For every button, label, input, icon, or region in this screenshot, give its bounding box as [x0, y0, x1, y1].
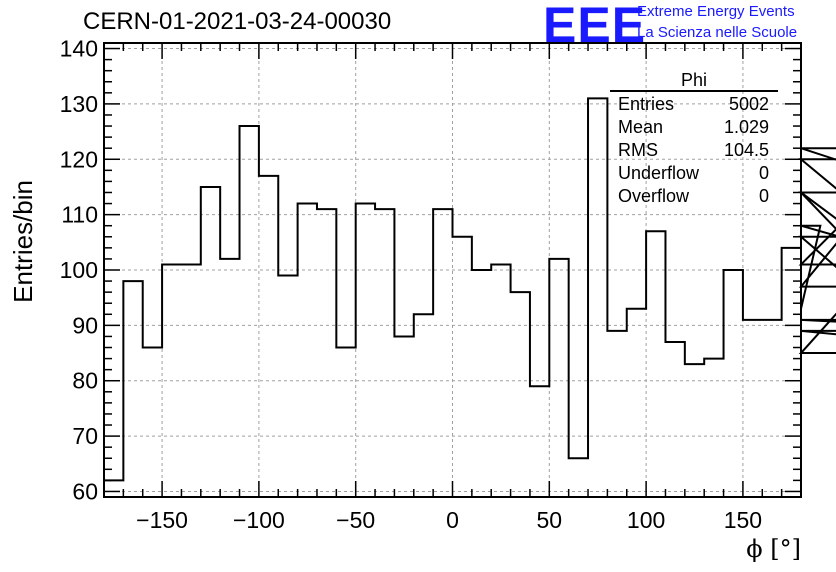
grid: [104, 43, 801, 497]
x-tick-label: −50: [336, 507, 375, 533]
stats-row-value: 5002: [729, 94, 769, 114]
axis-ticks: [103, 43, 802, 497]
histogram-bin: [143, 348, 162, 497]
y-tick-labels: 60 70 80 90 100 110 120 130 140: [60, 36, 98, 505]
eee-logo: EEE: [543, 0, 647, 53]
stats-row-value: 104.5: [724, 140, 769, 160]
histogram-bin: [123, 281, 142, 497]
y-axis-title: Entries/bin: [8, 180, 38, 303]
histogram-bin: [782, 248, 801, 497]
histogram-bin: [472, 270, 491, 497]
histogram-bin: [607, 331, 626, 497]
histogram-series: [104, 97, 836, 497]
histogram-bin: [220, 259, 239, 497]
y-tick-label: 120: [60, 146, 98, 172]
chart-title: CERN-01-2021-03-24-00030: [83, 8, 392, 35]
y-tick-label: 140: [60, 36, 98, 62]
histogram-bin: [336, 348, 355, 497]
stats-box: Phi Entries 5002 Mean 1.029 RMS 104.5 Underflo…: [610, 70, 778, 206]
histogram-bin: [356, 204, 375, 497]
x-tick-labels: −150 −100 −50 0 50 100 150: [136, 507, 762, 533]
x-tick-label: −150: [136, 507, 188, 533]
stats-row-value: 0: [759, 186, 769, 206]
stats-row-label: Overflow: [618, 186, 690, 206]
histogram-outline: [104, 97, 836, 482]
stats-box-title: Phi: [681, 70, 707, 90]
histogram-bin: [259, 176, 278, 497]
stats-row-label: RMS: [618, 140, 658, 160]
x-tick-label: 50: [537, 507, 563, 533]
histogram-bin: [278, 276, 297, 497]
histogram-bin: [511, 292, 530, 497]
y-tick-label: 60: [72, 478, 98, 504]
histogram-bin: [298, 204, 317, 497]
histogram-bin: [375, 209, 394, 497]
y-tick-label: 100: [60, 257, 98, 283]
eee-logo-line2: La Scienza nelle Scuole: [637, 24, 798, 41]
stats-row-value: 1.029: [724, 117, 769, 137]
histogram-bin: [549, 259, 568, 497]
histogram-bin: [104, 480, 123, 497]
stats-row-label: Entries: [618, 94, 674, 114]
histogram-bin: [394, 336, 413, 497]
stats-row-label: Underflow: [618, 163, 700, 183]
y-tick-label: 80: [72, 368, 98, 394]
x-tick-label: 0: [446, 507, 459, 533]
histogram-bin: [704, 359, 723, 497]
y-tick-label: 70: [72, 423, 98, 449]
x-axis-title: ϕ [°]: [746, 535, 801, 563]
histogram-bin: [743, 320, 762, 497]
histogram-bin: [646, 231, 665, 497]
histogram-bin: [317, 209, 336, 497]
histogram-bin: [665, 342, 684, 497]
y-tick-label: 90: [72, 312, 98, 338]
histogram-bin: [724, 270, 743, 497]
stats-row-label: Mean: [618, 117, 663, 137]
x-tick-label: 150: [724, 507, 762, 533]
histogram-bin: [588, 98, 607, 497]
histogram-bin: [240, 126, 259, 497]
stats-row-value: 0: [759, 163, 769, 183]
x-tick-label: 100: [627, 507, 665, 533]
histogram-bin: [433, 209, 452, 497]
histogram-bin: [453, 237, 472, 497]
histogram-bin: [762, 320, 781, 497]
histogram-bin: [627, 309, 646, 497]
y-tick-label: 130: [60, 91, 98, 117]
x-tick-label: −100: [233, 507, 285, 533]
histogram-bin: [685, 364, 704, 497]
histogram-bin: [530, 386, 549, 497]
eee-logo-line1: Extreme Energy Events: [637, 3, 795, 20]
histogram-bin: [414, 314, 433, 497]
y-tick-label: 110: [61, 202, 98, 228]
histogram-bin: [201, 187, 220, 497]
stats-rows: Entries 5002 Mean 1.029 RMS 104.5 Underflow 0 Ov…: [618, 94, 769, 206]
